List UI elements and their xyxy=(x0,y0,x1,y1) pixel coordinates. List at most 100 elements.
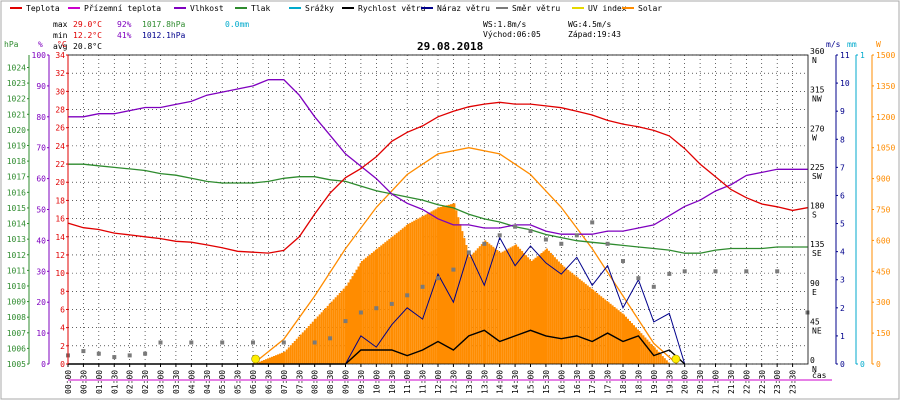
solar-bar xyxy=(561,265,564,364)
plot-area xyxy=(66,54,810,365)
solar-bar xyxy=(297,336,300,364)
solar-bar xyxy=(629,321,631,364)
axis-units: hPa % °C m/s mm W xyxy=(4,40,881,49)
x-tick-label: 14:00 xyxy=(496,370,505,394)
x-tick-label: 05:30 xyxy=(234,370,243,394)
axis-tick-label-temperature_c: 8 xyxy=(60,287,65,296)
axis-tick-label-temperature_c: 10 xyxy=(55,269,65,278)
solar-bar xyxy=(646,339,649,364)
solar-bar xyxy=(391,236,394,364)
solar-bar xyxy=(446,205,448,364)
axis-tick-label-humidity_pct: 100 xyxy=(32,51,47,60)
axis-tick-label-humidity_pct: 70 xyxy=(36,144,46,153)
axis-tick-label-humidity_pct: 80 xyxy=(36,113,46,122)
x-tick-label: 17:00 xyxy=(588,370,597,394)
axis-tick-label-pressure_hpa: 1008 xyxy=(7,313,26,322)
axis-tick-label-humidity_pct: 60 xyxy=(36,175,46,184)
solar-bar xyxy=(553,257,556,364)
solar-bar xyxy=(586,285,589,364)
axis-tick-label-solar_w: 1350 xyxy=(876,82,895,91)
solar-bar xyxy=(328,303,331,364)
wind-dir-compass: S xyxy=(812,211,817,220)
solar-bar xyxy=(257,362,259,364)
solar-bar xyxy=(289,345,292,364)
solar-bar xyxy=(567,269,570,364)
solar-bar xyxy=(401,228,404,364)
solar-bar xyxy=(523,253,526,364)
solar-bar xyxy=(442,206,444,364)
solar-bar xyxy=(470,254,473,364)
solar-bar xyxy=(450,204,452,364)
axis-tick-label-wind_ms: 4 xyxy=(840,248,845,257)
wind-dir-point xyxy=(559,241,564,246)
axis-tick-label-pressure_hpa: 1017 xyxy=(7,173,26,182)
axis-tick-label-pressure_hpa: 1024 xyxy=(7,63,26,72)
axis-tick-label-humidity_pct: 20 xyxy=(36,298,46,307)
wind-dir-point xyxy=(605,241,610,246)
solar-bar xyxy=(349,279,352,364)
solar-bar xyxy=(301,332,304,364)
solar-bar xyxy=(357,266,360,364)
solar-bar xyxy=(324,308,327,364)
solar-bar xyxy=(498,251,501,364)
solar-bar xyxy=(342,288,345,364)
wind-dir-point xyxy=(420,284,425,289)
solar-bar xyxy=(661,356,664,364)
solar-bar xyxy=(426,213,429,364)
wind-dir-point xyxy=(713,269,718,274)
solar-bar xyxy=(534,257,537,364)
unit-pct: % xyxy=(38,40,43,49)
solar-bar xyxy=(378,247,381,364)
wind-dir-degree: 225 xyxy=(810,163,825,172)
solar-bar xyxy=(638,331,641,364)
axis-tick-label-pressure_hpa: 1021 xyxy=(7,110,26,119)
wind-dir-point xyxy=(651,284,656,289)
axis-tick-label-wind_ms: 0 xyxy=(840,360,845,369)
solar-bar xyxy=(267,358,269,364)
axis-tick-label-pressure_hpa: 1010 xyxy=(7,282,26,291)
solar-bar xyxy=(598,294,601,364)
x-tick-label: 20:00 xyxy=(681,370,690,394)
solar-bar xyxy=(503,250,506,364)
solar-bar xyxy=(273,356,275,364)
legend-label: Teplota xyxy=(26,4,60,13)
solar-bar xyxy=(351,276,354,364)
solar-bar xyxy=(395,233,398,364)
axis-tick-label-wind_ms: 8 xyxy=(840,135,845,144)
solar-bar xyxy=(388,239,391,364)
x-tick-label: 08:00 xyxy=(311,370,320,394)
x-tick-label: 13:30 xyxy=(480,370,489,394)
axis-tick-label-temperature_c: 20 xyxy=(55,178,65,187)
solar-bar xyxy=(474,250,477,364)
sun-marker xyxy=(671,354,681,364)
axis-tick-label-humidity_pct: 40 xyxy=(36,236,46,245)
solar-bar xyxy=(555,259,558,364)
solar-bar xyxy=(619,311,622,364)
solar-bar xyxy=(380,245,383,364)
x-tick-label: 04:00 xyxy=(187,370,196,394)
series-n-raz-v-tru xyxy=(68,236,686,365)
solar-bar xyxy=(330,301,333,364)
stat-ws: WS:1.8m/s xyxy=(483,20,527,29)
solar-bar xyxy=(320,312,323,364)
solar-bar xyxy=(635,327,637,364)
x-tick-label: 00:00 xyxy=(64,370,73,394)
x-tick-label: 04:30 xyxy=(203,370,212,394)
solar-bar xyxy=(318,314,321,364)
solar-bar xyxy=(399,229,402,364)
axis-tick-label-temperature_c: 2 xyxy=(60,342,65,351)
solar-bar xyxy=(499,252,502,364)
solar-bar xyxy=(480,244,483,364)
stats-block: max 29.0°C 92% 1017.8hPa 0.0mm min 12.2°… xyxy=(53,20,621,51)
chart-date: 29.08.2018 xyxy=(417,40,483,53)
unit-ms: m/s xyxy=(826,40,841,49)
wind-dir-degree: 135 xyxy=(810,240,825,249)
solar-bar xyxy=(422,215,425,364)
wind-dir-point xyxy=(543,237,548,242)
solar-bar xyxy=(434,209,437,364)
solar-bar xyxy=(667,362,670,364)
axis-tick-label-temperature_c: 28 xyxy=(55,106,65,115)
solar-bar xyxy=(650,343,653,364)
